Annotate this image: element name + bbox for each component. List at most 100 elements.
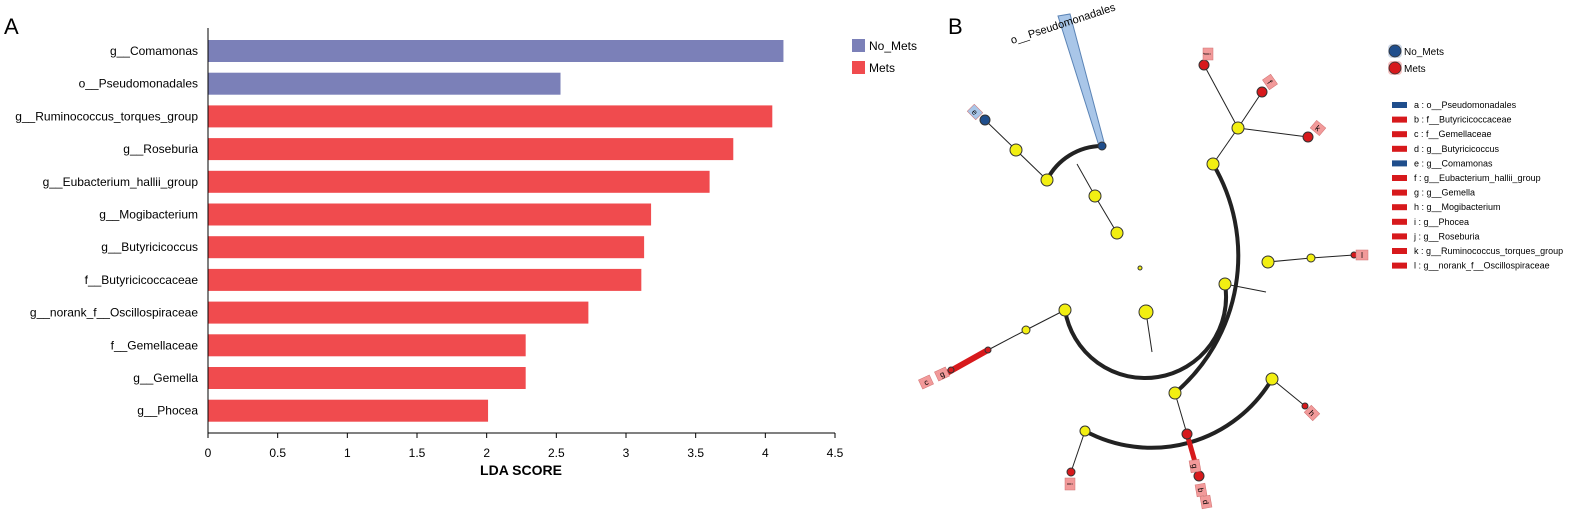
bar-o-pseudomonadales [208,72,561,95]
bar-g-norank-f-oscillospiraceae [208,301,589,324]
x-axis-label: LDA SCORE [480,462,562,478]
key-swatch [1392,102,1407,108]
svg-text:e: e [970,108,980,118]
panel-a-label: A [4,14,19,39]
legend-b: No_Mets Mets [1388,44,1444,75]
marker-tab: f [1262,73,1278,91]
clade-arc-2 [1045,144,1103,181]
key-entry: c : f__Gemellaceae [1414,129,1492,139]
category-label: g__Ruminococcus_torques_group [15,109,198,123]
svg-text:h: h [1307,409,1317,419]
x-tick-label: 4.5 [827,446,844,460]
category-label: o__Pseudomonadales [79,77,198,91]
bar-g-phocea [208,399,489,422]
marker-tab: k [1309,119,1327,137]
key-entry: g : g__Gemella [1414,188,1475,198]
svg-text:j: j [1203,52,1212,55]
nonsignificant-nodes [1009,121,1316,437]
svg-text:d: d [1201,499,1211,505]
category-label: f__Gemellaceae [111,338,199,352]
category-label: f__Butyricicoccaceae [85,273,199,287]
category-label: g__Gemella [133,371,198,385]
cladogram: o__Pseudomonadales [918,1,1369,510]
clade-links [984,64,1355,473]
category-label: g__Eubacterium_hallii_group [43,175,199,189]
marker-tab: j [1202,47,1214,61]
category-label: g__Mogibacterium [99,208,198,222]
x-tick-label: 4 [762,446,769,460]
legend-b-dot-mets [1388,61,1402,75]
key-swatch [1392,218,1407,225]
svg-text:l: l [1361,251,1363,260]
svg-text:g: g [938,369,946,379]
svg-text:k: k [1313,124,1323,134]
legend-swatch-mets [852,61,865,74]
marker-tab: e [966,103,984,121]
clade-arc-1 [1063,283,1229,381]
bar-g-eubacterium-hallii-group [208,170,710,193]
bar-f-gemellaceae [208,334,526,357]
key-entry: a : o__Pseudomonadales [1414,100,1517,110]
key-entry: k : g__Ruminococcus_torques_group [1414,246,1563,256]
key-swatch [1392,262,1407,269]
legend-b-mets: Mets [1404,64,1426,75]
highlight-pseudomonadales [1057,13,1106,147]
category-label: g__Roseburia [123,142,198,156]
marker-tab: b [1194,482,1208,498]
svg-text:i: i [1065,483,1074,485]
marker-tab: h [1303,404,1321,422]
key-swatch [1392,145,1407,152]
svg-text:b: b [1196,487,1206,493]
legend-b-no-mets: No_Mets [1404,47,1444,58]
x-tick-label: 2 [483,446,490,460]
x-tick-label: 0.5 [269,446,286,460]
legend-swatch-no-mets [852,39,865,52]
key-entry: i : g__Phocea [1414,217,1469,227]
x-tick-label: 3.5 [687,446,704,460]
key-swatch [1392,175,1407,181]
legend-a: No_Mets Mets [852,39,917,75]
bar-g-mogibacterium [208,203,652,226]
panel-b-label: B [948,14,963,39]
bar-chart: g__Comamonas o__Pseudomonadales g__Ruminoc… [15,40,784,422]
marker-tab: g [1188,458,1202,474]
x-ticks: 0 0.5 1 1.5 2 2.5 3 3.5 4 4.5 [205,433,844,460]
legend-label-mets: Mets [869,61,895,75]
marker-tab: i [1064,477,1076,491]
legend-b-dot-no-mets [1388,44,1402,58]
key-swatch [1392,160,1407,167]
bar-g-roseburia [208,138,734,161]
clade-arc-3 [1173,162,1241,395]
bar-g-comamonas [208,40,784,62]
marker-tab: d [1199,494,1213,510]
key-swatch [1392,131,1407,138]
category-label: g__norank_f__Oscillospiraceae [30,306,198,320]
svg-text:c: c [922,378,929,388]
bar-g-gemella [208,367,526,389]
category-label: g__Comamonas [110,44,198,58]
x-tick-label: 3 [623,446,630,460]
legend-label-no-mets: No_Mets [869,39,917,53]
key-entry: d : g__Butyricicoccus [1414,144,1500,154]
mets-nodes [947,59,1358,482]
key-swatch [1392,116,1407,123]
bar-g-ruminococcus-torques-group [208,105,773,128]
x-tick-label: 1.5 [409,446,426,460]
marker-tab: l [1355,249,1369,261]
marker-tab: g [934,366,950,382]
key-entry: f : g__Eubacterium_hallii_group [1414,173,1541,183]
key-entry: l : g__norank_f__Oscillospiraceae [1414,261,1550,271]
svg-text:f: f [1265,79,1274,87]
no-mets-nodes [979,114,1107,151]
key-swatch [1392,248,1407,254]
key-entry: e : g__Comamonas [1414,158,1493,168]
x-tick-label: 2.5 [548,446,565,460]
marker-tab: c [918,374,934,390]
key-swatch [1392,204,1407,211]
bar-g-butyricicoccus [208,236,645,259]
svg-text:g: g [1190,463,1200,469]
key-entry: b : f__Butyricicoccaceae [1414,115,1512,125]
